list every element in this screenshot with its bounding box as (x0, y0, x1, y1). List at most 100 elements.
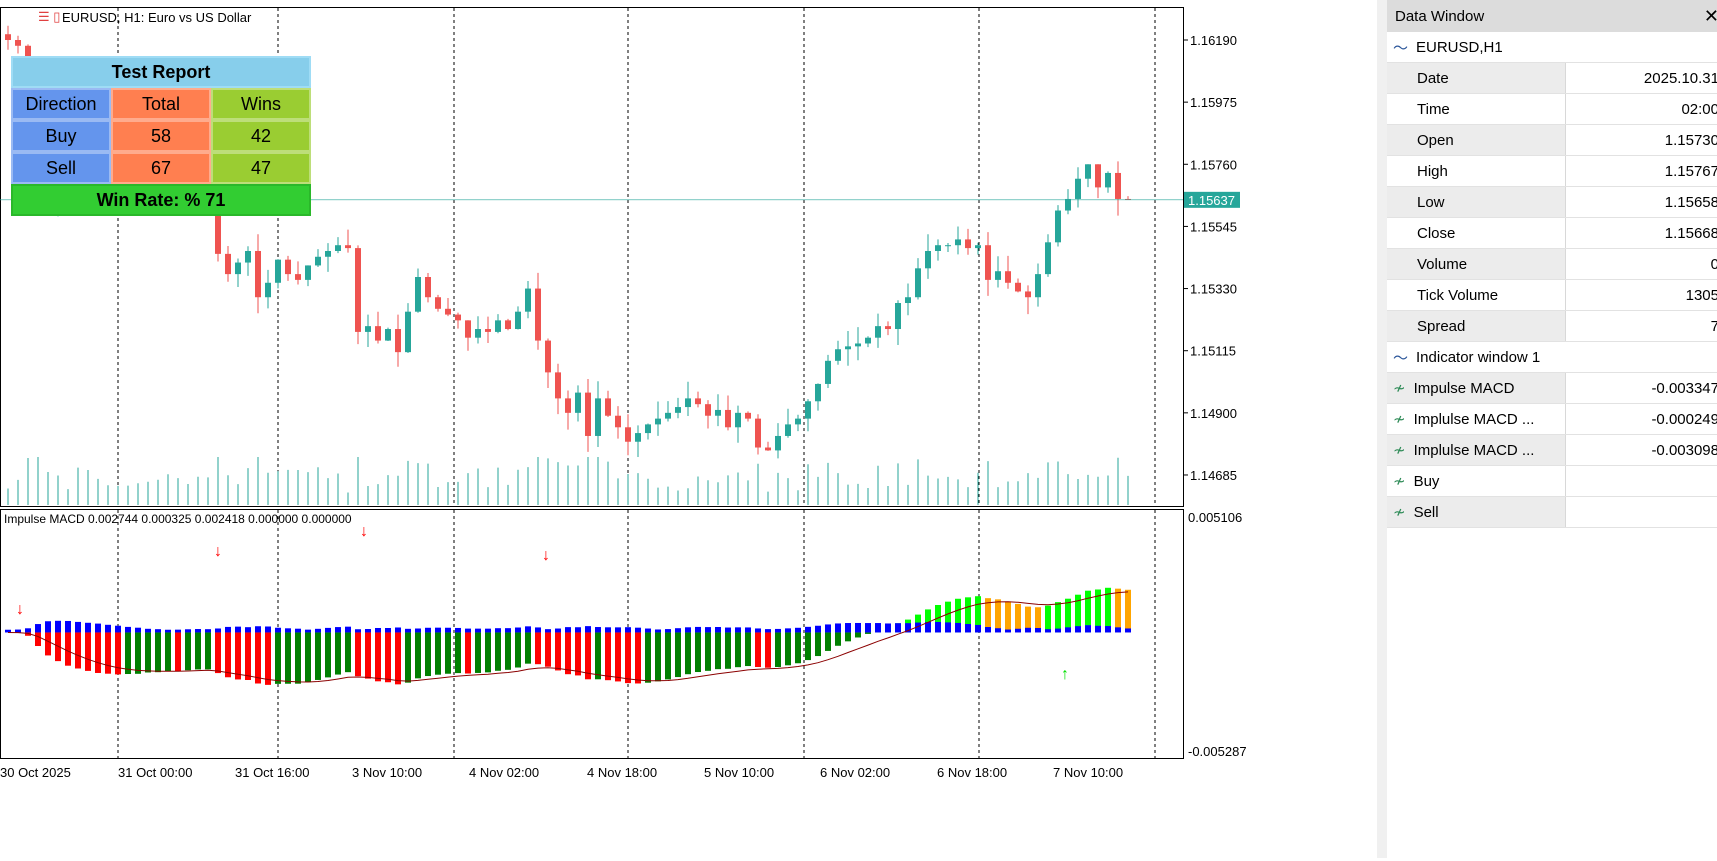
candle-body (545, 341, 551, 373)
candle-body (715, 410, 721, 416)
candle-body (635, 433, 641, 442)
time-label: 31 Oct 16:00 (235, 765, 309, 780)
macd-histogram-bar (1125, 590, 1131, 633)
close-icon[interactable]: ✕ (1704, 6, 1717, 27)
macd-blue-bar (205, 629, 211, 632)
macd-histogram-bar (305, 632, 311, 682)
candle-body (805, 401, 811, 418)
macd-blue-bar (895, 623, 901, 632)
candle-body (875, 326, 881, 338)
candle-body (905, 297, 911, 303)
macd-histogram-bar (615, 632, 621, 681)
macd-histogram-bar (765, 632, 771, 667)
macd-blue-bar (845, 623, 851, 632)
candle-body (795, 419, 801, 425)
macd-histogram-bar (365, 632, 371, 678)
candle-body (475, 329, 481, 338)
candle-body (1005, 271, 1011, 283)
row-value: -0.003098 (1565, 435, 1717, 465)
macd-blue-bar (265, 626, 271, 632)
macd-blue-bar (505, 628, 511, 632)
macd-histogram-bar (155, 632, 161, 672)
macd-blue-bar (335, 627, 341, 632)
candle-body (245, 251, 251, 263)
candle-body (825, 361, 831, 384)
macd-blue-bar (35, 624, 41, 632)
candle-body (525, 289, 531, 312)
row-value (1565, 466, 1717, 496)
candle-body (1045, 242, 1051, 274)
macd-histogram-bar (225, 632, 231, 677)
macd-histogram-bar (805, 632, 811, 660)
candle-body (365, 326, 371, 332)
macd-histogram-bar (625, 632, 631, 683)
current-price-label: 1.15637 (1188, 193, 1235, 208)
symbol-section: 〜EURUSD,H1 (1387, 32, 1717, 63)
macd-histogram-bar (165, 632, 171, 671)
macd-histogram-bar (785, 632, 791, 665)
candle-body (1055, 211, 1061, 243)
macd-histogram-bar (655, 632, 661, 681)
macd-histogram-bar (385, 632, 391, 682)
candle-body (765, 448, 771, 451)
candle-body (755, 419, 761, 448)
candle-body (255, 251, 261, 297)
macd-histogram-bar (345, 632, 351, 672)
macd-histogram-bar (495, 632, 501, 670)
macd-blue-bar (1125, 628, 1131, 632)
row-label: Buy (1414, 473, 1440, 490)
macd-blue-bar (775, 629, 781, 633)
candle-body (725, 410, 731, 427)
candle-body (605, 398, 611, 415)
row-value: -0.000249 (1565, 404, 1717, 434)
macd-histogram-bar (285, 632, 291, 683)
macd-blue-bar (595, 627, 601, 632)
macd-histogram-bar (445, 632, 451, 673)
macd-histogram-bar (845, 632, 851, 641)
row-value: 1.15658 (1565, 187, 1717, 217)
candle-body (325, 251, 331, 257)
data-row: ≁Implulse MACD ...-0.003098 (1387, 435, 1717, 466)
cell: 47 (211, 152, 311, 184)
macd-histogram-bar (595, 632, 601, 679)
macd-histogram-bar (405, 632, 411, 682)
macd-histogram-bar (735, 632, 741, 667)
macd-histogram-bar (315, 632, 321, 680)
macd-blue-bar (795, 628, 801, 633)
indicator-label: Impulse MACD 0.002744 0.000325 0.002418 … (4, 512, 352, 526)
data-window-header: Data Window✕ (1387, 0, 1717, 32)
macd-blue-bar (725, 628, 731, 633)
macd-blue-bar (955, 623, 961, 633)
macd-blue-bar (1065, 627, 1071, 632)
macd-blue-bar (735, 627, 741, 632)
candle-body (275, 260, 281, 283)
macd-histogram-bar (515, 632, 521, 667)
row-value: 1.15767 (1565, 156, 1717, 186)
macd-histogram-bar (475, 632, 481, 672)
macd-histogram-bar (585, 632, 591, 679)
row-label: Open (1417, 132, 1454, 149)
macd-blue-bar (645, 629, 651, 633)
cell: 58 (111, 120, 211, 152)
macd-blue-bar (85, 623, 91, 633)
macd-blue-bar (275, 628, 281, 633)
candle-body (995, 271, 1001, 280)
chart-icons: ☰ ▯ (38, 9, 60, 25)
price-label: 1.14685 (1190, 468, 1237, 483)
indicator-min-label: -0.005287 (1188, 744, 1247, 759)
macd-blue-bar (195, 629, 201, 632)
macd-blue-bar (1055, 629, 1061, 633)
macd-blue-bar (1025, 628, 1031, 633)
chart-title: EURUSD, H1: Euro vs US Dollar (62, 10, 251, 25)
macd-histogram-bar (195, 632, 201, 669)
candle-body (445, 309, 451, 315)
macd-blue-bar (815, 626, 821, 633)
macd-blue-bar (125, 627, 131, 633)
candle-body (815, 384, 821, 401)
candle-body (315, 257, 321, 266)
